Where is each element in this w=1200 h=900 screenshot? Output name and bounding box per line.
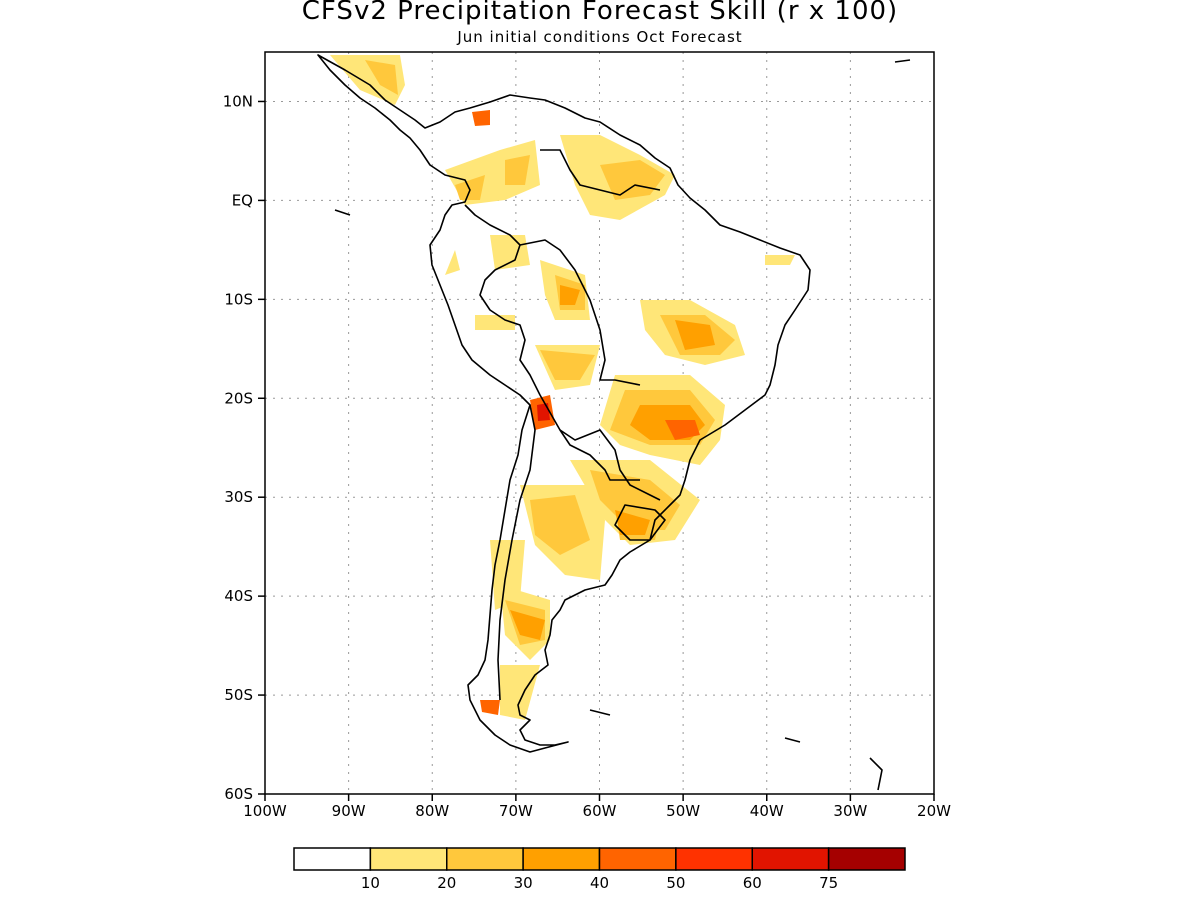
- map-subtitle: Jun initial conditions Oct Forecast: [457, 28, 743, 46]
- colorbar-swatch: [827, 847, 906, 871]
- skill-shading-60-75: [537, 403, 550, 421]
- coastlines: [317, 54, 911, 791]
- colorbar-swatch: [293, 847, 372, 871]
- lat-tick-label: 10S: [224, 290, 253, 308]
- map-title: CFSv2 Precipitation Forecast Skill (r x …: [301, 0, 899, 26]
- skill-shading-40-60: [472, 110, 700, 715]
- lon-tick-label: 50W: [666, 802, 700, 820]
- lat-tick-label: 40S: [224, 587, 253, 605]
- lat-tick-label: EQ: [232, 191, 253, 209]
- colorbar: 10 20 30 40 50 60 75: [293, 847, 906, 892]
- colorbar-swatch: [369, 847, 448, 871]
- colorbar-swatch: [446, 847, 524, 871]
- latitude-axis: 10N EQ 10S 20S 30S 40S 50S 60S: [223, 92, 265, 803]
- colorbar-swatch: [675, 847, 753, 871]
- colorbar-label: 40: [590, 874, 609, 892]
- lon-tick-label: 30W: [833, 802, 867, 820]
- lon-tick-label: 40W: [750, 802, 784, 820]
- lon-tick-label: 100W: [243, 802, 287, 820]
- lon-tick-label: 20W: [917, 802, 951, 820]
- colorbar-label: 20: [437, 874, 456, 892]
- colorbar-label: 50: [666, 874, 685, 892]
- colorbar-swatch: [751, 847, 830, 871]
- colorbar-label: 60: [743, 874, 762, 892]
- lon-tick-label: 60W: [583, 802, 617, 820]
- colorbar-swatch: [522, 847, 601, 871]
- lon-tick-label: 90W: [332, 802, 366, 820]
- lat-tick-label: 30S: [224, 488, 253, 506]
- lat-tick-label: 20S: [224, 389, 253, 407]
- lat-tick-label: 60S: [224, 785, 253, 803]
- colorbar-label: 30: [514, 874, 533, 892]
- longitude-axis: 100W 90W 80W 70W 60W 50W 40W 30W 20W: [243, 794, 951, 820]
- lat-tick-label: 50S: [224, 686, 253, 704]
- colorbar-label: 75: [819, 874, 838, 892]
- colorbar-label: 10: [361, 874, 380, 892]
- lat-tick-label: 10N: [223, 92, 253, 110]
- colorbar-swatch: [598, 847, 677, 871]
- lon-tick-label: 80W: [415, 802, 449, 820]
- lon-tick-label: 70W: [499, 802, 533, 820]
